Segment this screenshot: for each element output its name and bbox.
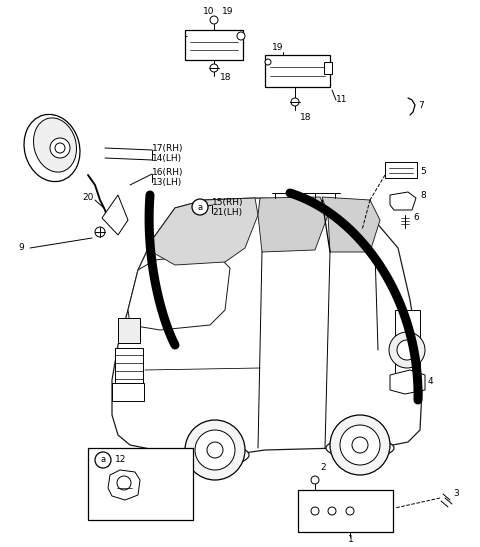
Bar	[112, 383, 144, 401]
Bar	[115, 348, 143, 383]
Polygon shape	[128, 255, 230, 330]
Bar	[185, 30, 243, 60]
Circle shape	[340, 425, 380, 465]
Circle shape	[210, 64, 218, 72]
Polygon shape	[102, 195, 128, 235]
Bar	[88, 448, 193, 520]
Circle shape	[207, 442, 223, 458]
Circle shape	[50, 138, 70, 158]
Polygon shape	[108, 470, 140, 500]
Circle shape	[55, 143, 65, 153]
Text: 8: 8	[420, 190, 426, 200]
Text: 3: 3	[453, 490, 459, 498]
Bar	[385, 162, 417, 178]
Circle shape	[311, 507, 319, 515]
Polygon shape	[390, 192, 416, 210]
Text: 16(RH): 16(RH)	[152, 167, 183, 177]
Circle shape	[346, 507, 354, 515]
Circle shape	[210, 16, 218, 24]
Text: 17(RH): 17(RH)	[152, 143, 183, 153]
Text: 9: 9	[18, 243, 24, 253]
Circle shape	[192, 199, 208, 215]
Text: 11: 11	[336, 96, 348, 104]
Circle shape	[95, 227, 105, 237]
Bar	[298, 490, 393, 532]
Circle shape	[185, 420, 245, 480]
Ellipse shape	[34, 118, 76, 172]
Polygon shape	[258, 197, 328, 252]
Text: 14(LH): 14(LH)	[152, 154, 182, 162]
Circle shape	[291, 98, 299, 106]
Text: 4: 4	[428, 377, 433, 387]
Ellipse shape	[326, 438, 394, 458]
Text: 19: 19	[272, 43, 284, 51]
Circle shape	[352, 437, 368, 453]
Text: 1: 1	[348, 536, 354, 544]
Bar	[324, 62, 332, 74]
Text: 12: 12	[115, 456, 126, 464]
Text: a: a	[100, 456, 106, 464]
Circle shape	[237, 32, 245, 40]
Text: 10: 10	[203, 8, 215, 16]
Text: 2: 2	[320, 463, 325, 473]
Circle shape	[389, 332, 425, 368]
Bar	[118, 318, 140, 343]
Bar	[395, 310, 420, 390]
Circle shape	[330, 415, 390, 475]
Text: 15(RH): 15(RH)	[212, 199, 243, 207]
Text: a: a	[197, 202, 203, 212]
Text: 18: 18	[300, 113, 312, 123]
Circle shape	[328, 507, 336, 515]
Polygon shape	[112, 198, 422, 455]
Circle shape	[311, 476, 319, 484]
Text: 6: 6	[413, 213, 419, 223]
Circle shape	[195, 430, 235, 470]
Polygon shape	[390, 370, 425, 394]
Text: 7: 7	[418, 101, 424, 109]
Ellipse shape	[24, 114, 80, 182]
Circle shape	[397, 340, 417, 360]
Polygon shape	[152, 198, 258, 265]
Text: 21(LH): 21(LH)	[212, 208, 242, 218]
Text: 20: 20	[82, 194, 94, 202]
Text: 19: 19	[222, 8, 233, 16]
Polygon shape	[322, 197, 380, 252]
Text: 5: 5	[420, 167, 426, 177]
Circle shape	[265, 59, 271, 65]
Bar	[265, 55, 330, 87]
Text: 18: 18	[220, 73, 231, 83]
Circle shape	[95, 452, 111, 468]
Ellipse shape	[181, 444, 249, 466]
Text: 13(LH): 13(LH)	[152, 177, 182, 187]
